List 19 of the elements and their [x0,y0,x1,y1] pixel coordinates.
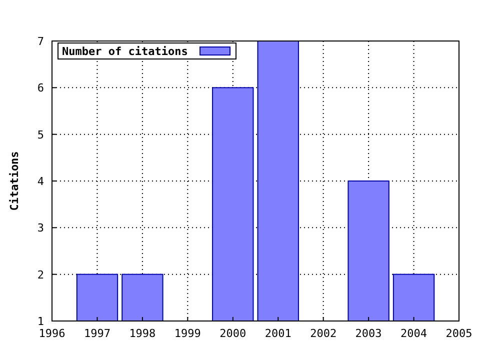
x-tick-label: 1998 [129,327,156,340]
y-tick-label: 1 [37,315,44,328]
x-tick-label: 1999 [174,327,201,340]
y-tick-label: 6 [37,82,44,95]
y-axis-title: Citations [8,151,21,211]
legend-label: Number of citations [62,45,188,58]
x-tick-label: 1996 [38,327,66,340]
x-tick-label: 1997 [84,327,110,340]
x-tick-label: 2003 [355,327,382,340]
x-tick-label: 2001 [264,327,292,340]
x-tick-label: 2000 [220,327,246,340]
x-tick-label: 2005 [446,327,472,340]
y-tick-label: 4 [37,175,44,188]
y-tick-label: 5 [37,128,44,142]
y-tick-label: 3 [37,222,44,235]
x-tick-label: 2002 [310,327,337,340]
x-tick-label: 2004 [400,327,428,340]
y-tick-label: 7 [37,35,44,48]
y-tick-label: 2 [37,268,44,282]
